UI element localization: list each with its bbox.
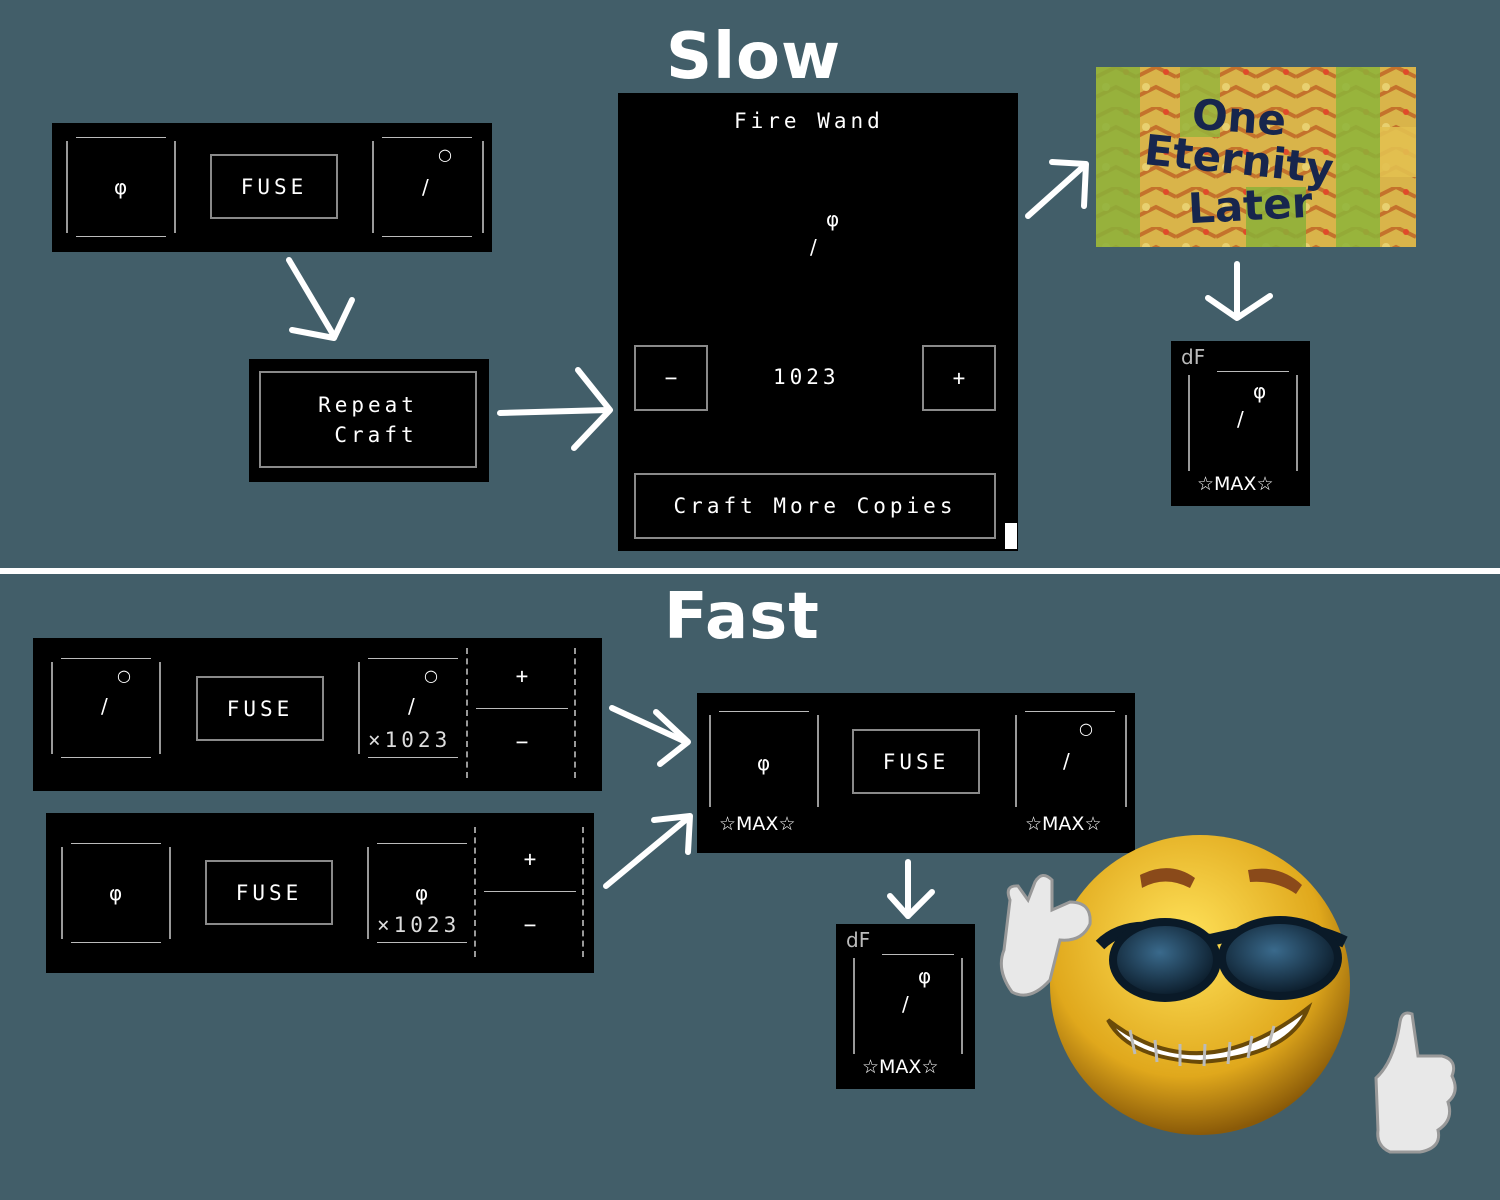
max-badge: ☆MAX☆ <box>1025 813 1102 835</box>
fuse-panel: φ FUSE ○ / <box>52 123 492 252</box>
increase-button[interactable]: + <box>922 345 996 411</box>
smiley-sunglasses-icon <box>999 835 1457 1154</box>
max-badge: ☆MAX☆ <box>1197 473 1274 495</box>
fuse-button[interactable]: FUSE <box>196 676 324 741</box>
arrow-icon <box>603 813 693 889</box>
decrease-button[interactable]: − <box>523 913 537 937</box>
arrow-icon <box>1205 261 1273 321</box>
item-prefix: dF <box>1181 345 1206 369</box>
item-glyph: / <box>101 694 108 718</box>
right-item-slot[interactable]: ○ / <box>1015 711 1127 811</box>
item-glyph: / <box>902 992 909 1016</box>
result-item[interactable]: dF φ / ☆MAX☆ <box>836 924 975 1089</box>
time-skip-card: One Eternity Later <box>1096 67 1416 247</box>
craft-label: Craft <box>334 422 418 447</box>
arrow-icon <box>286 257 355 341</box>
arrow-icon <box>497 367 613 451</box>
right-item-slot[interactable]: ○ / <box>372 137 484 237</box>
item-glyph: / <box>1237 407 1244 431</box>
fuse-row: ○ / FUSE ○ / ×1023 + − <box>33 638 602 791</box>
increase-button[interactable]: + <box>515 664 529 688</box>
repeat-craft-button[interactable]: Repeat Craft <box>259 371 477 468</box>
repeat-label: Repeat <box>318 392 418 417</box>
cursor-block <box>1005 523 1017 549</box>
arrow-icon <box>1025 159 1089 219</box>
repeat-craft-panel: Repeat Craft <box>249 359 489 482</box>
item-glyph: / <box>422 175 429 199</box>
decrease-button[interactable]: − <box>515 730 529 754</box>
increase-button[interactable]: + <box>523 847 537 871</box>
result-item[interactable]: dF φ / ☆MAX☆ <box>1171 341 1310 506</box>
item-glyph: φ <box>757 751 771 775</box>
thumbs-up-icon <box>1374 1011 1457 1154</box>
fuse-row: φ FUSE φ ×1023 + − <box>46 813 594 973</box>
fuse-button[interactable]: FUSE <box>210 154 338 219</box>
ring-icon: ○ <box>1079 719 1093 738</box>
item-glyph: φ <box>1253 379 1267 403</box>
max-badge: ☆MAX☆ <box>719 813 796 835</box>
item-glyph: φ <box>114 175 128 199</box>
item-glyph: / <box>1063 749 1070 773</box>
fast-heading: Fast <box>664 580 820 654</box>
combined-fuse-panel: φ ☆MAX☆ FUSE ○ / ☆MAX☆ <box>697 693 1135 853</box>
craft-dialog: Fire Wand φ / − 1023 + Craft More Copies <box>618 93 1018 551</box>
fuse-button[interactable]: FUSE <box>205 860 333 925</box>
ring-icon: ○ <box>117 666 131 685</box>
item-glyph: φ <box>826 207 840 231</box>
item-glyph: φ <box>918 964 932 988</box>
item-glyph: / <box>408 694 415 718</box>
item-glyph: φ <box>109 881 123 905</box>
decrease-button[interactable]: − <box>634 345 708 411</box>
fuse-button[interactable]: FUSE <box>852 729 980 794</box>
left-item-slot[interactable]: φ <box>61 843 171 943</box>
left-item-slot[interactable]: φ <box>709 711 819 811</box>
arrow-icon <box>609 705 691 767</box>
arrow-icon <box>887 859 935 919</box>
item-prefix: dF <box>846 928 871 952</box>
max-badge: ☆MAX☆ <box>862 1056 939 1078</box>
right-item-slot[interactable]: ○ / ×1023 <box>358 658 468 758</box>
ring-icon: ○ <box>438 145 452 164</box>
slow-heading: Slow <box>666 20 842 94</box>
section-divider <box>0 568 1500 574</box>
item-glyph: / <box>810 235 817 259</box>
ok-hand-icon <box>999 874 1092 997</box>
craft-more-button[interactable]: Craft More Copies <box>634 473 996 539</box>
quantity-value: 1023 <box>773 365 840 389</box>
left-item-slot[interactable]: φ <box>66 137 176 237</box>
left-item-slot[interactable]: ○ / <box>51 658 161 758</box>
right-item-slot[interactable]: φ ×1023 <box>367 843 477 943</box>
ring-icon: ○ <box>424 666 438 685</box>
stack-count: ×1023 <box>368 728 452 752</box>
stack-count: ×1023 <box>377 913 461 937</box>
dialog-title: Fire Wand <box>734 109 884 133</box>
item-glyph: φ <box>415 881 429 905</box>
